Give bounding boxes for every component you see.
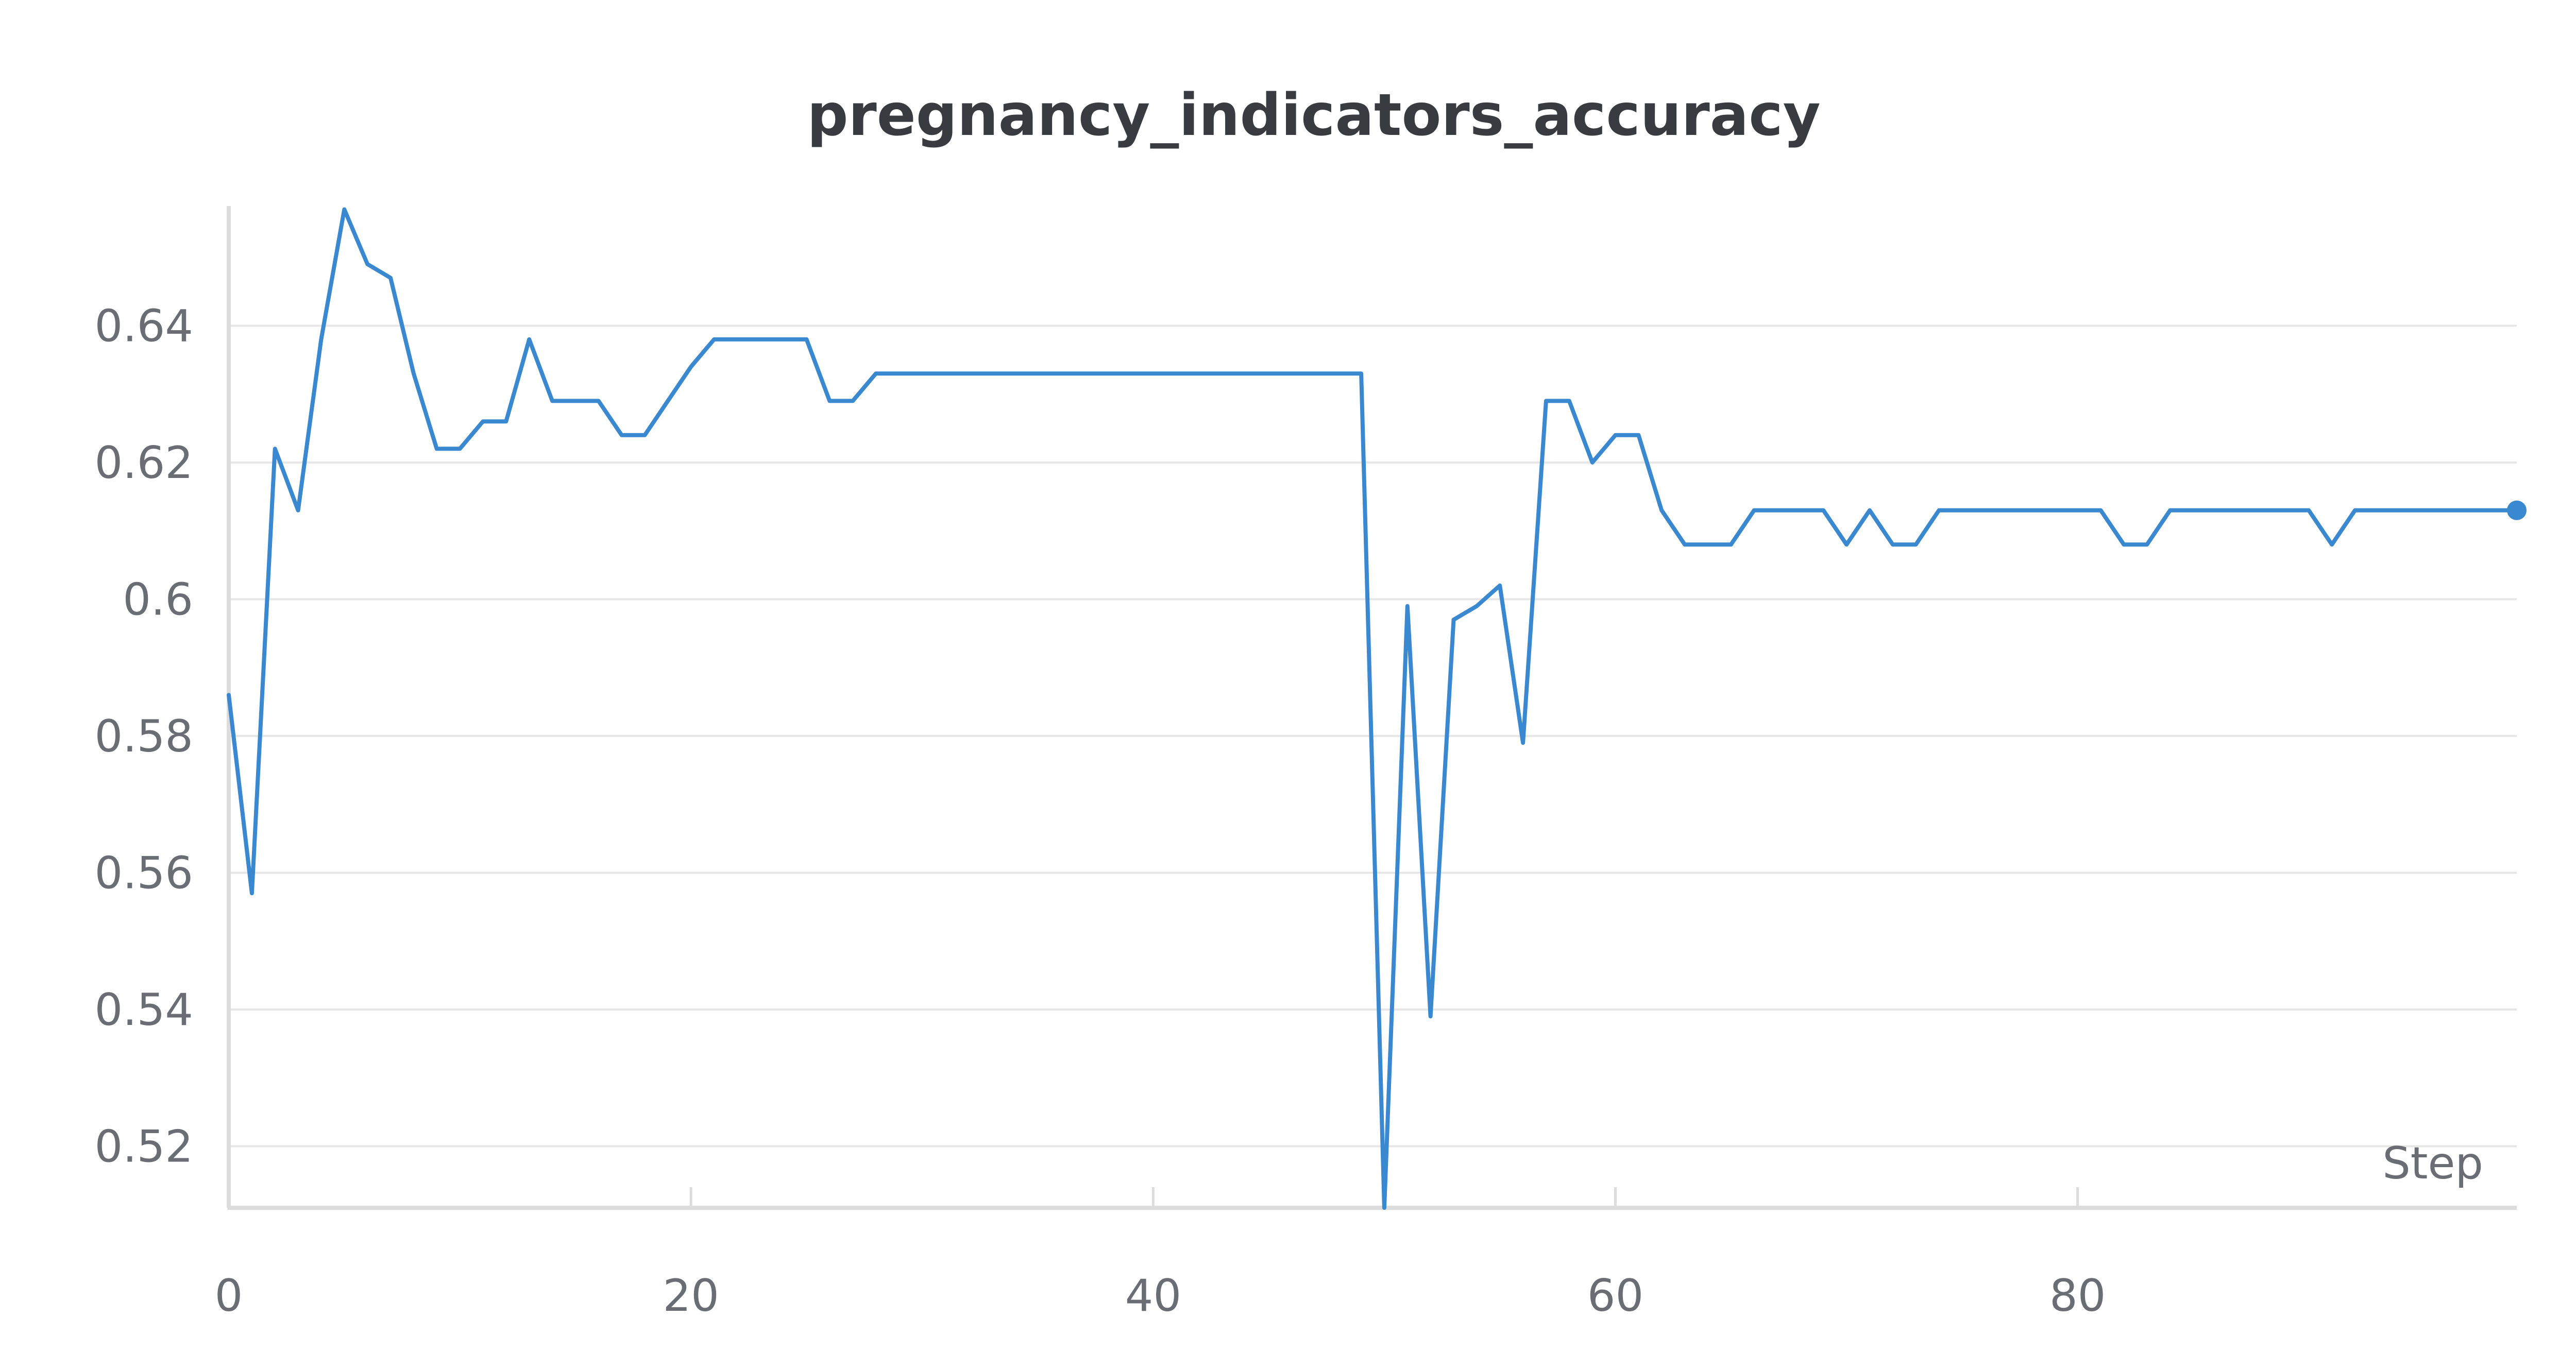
series-line bbox=[227, 207, 2519, 1210]
chart-title: pregnancy_indicators_accuracy bbox=[807, 82, 1820, 149]
y-tick-label: 0.6 bbox=[123, 574, 193, 625]
y-tick-label: 0.58 bbox=[95, 711, 193, 762]
y-tick-label: 0.56 bbox=[95, 847, 193, 899]
x-tick-labels: 0 20 40 60 80 bbox=[215, 1270, 2106, 1322]
x-tick-label: 0 bbox=[215, 1270, 243, 1322]
y-tick-label: 0.52 bbox=[95, 1121, 193, 1173]
x-tick-label: 80 bbox=[2049, 1270, 2106, 1322]
grid-layer bbox=[229, 324, 2517, 1148]
series-points bbox=[2507, 500, 2527, 520]
x-tick-label: 20 bbox=[663, 1270, 719, 1322]
x-axis-title: Step bbox=[2382, 1138, 2483, 1189]
y-tick-label: 0.62 bbox=[95, 437, 193, 489]
axis-layer bbox=[227, 206, 2517, 1210]
series-end-point bbox=[2507, 500, 2527, 520]
y-tick-label: 0.64 bbox=[95, 300, 193, 352]
y-tick-labels: 0.52 0.54 0.56 0.58 0.6 0.62 0.64 bbox=[95, 300, 193, 1172]
x-tick-label: 60 bbox=[1587, 1270, 1643, 1322]
x-tick-label: 40 bbox=[1125, 1270, 1181, 1322]
y-tick-label: 0.54 bbox=[95, 984, 193, 1036]
